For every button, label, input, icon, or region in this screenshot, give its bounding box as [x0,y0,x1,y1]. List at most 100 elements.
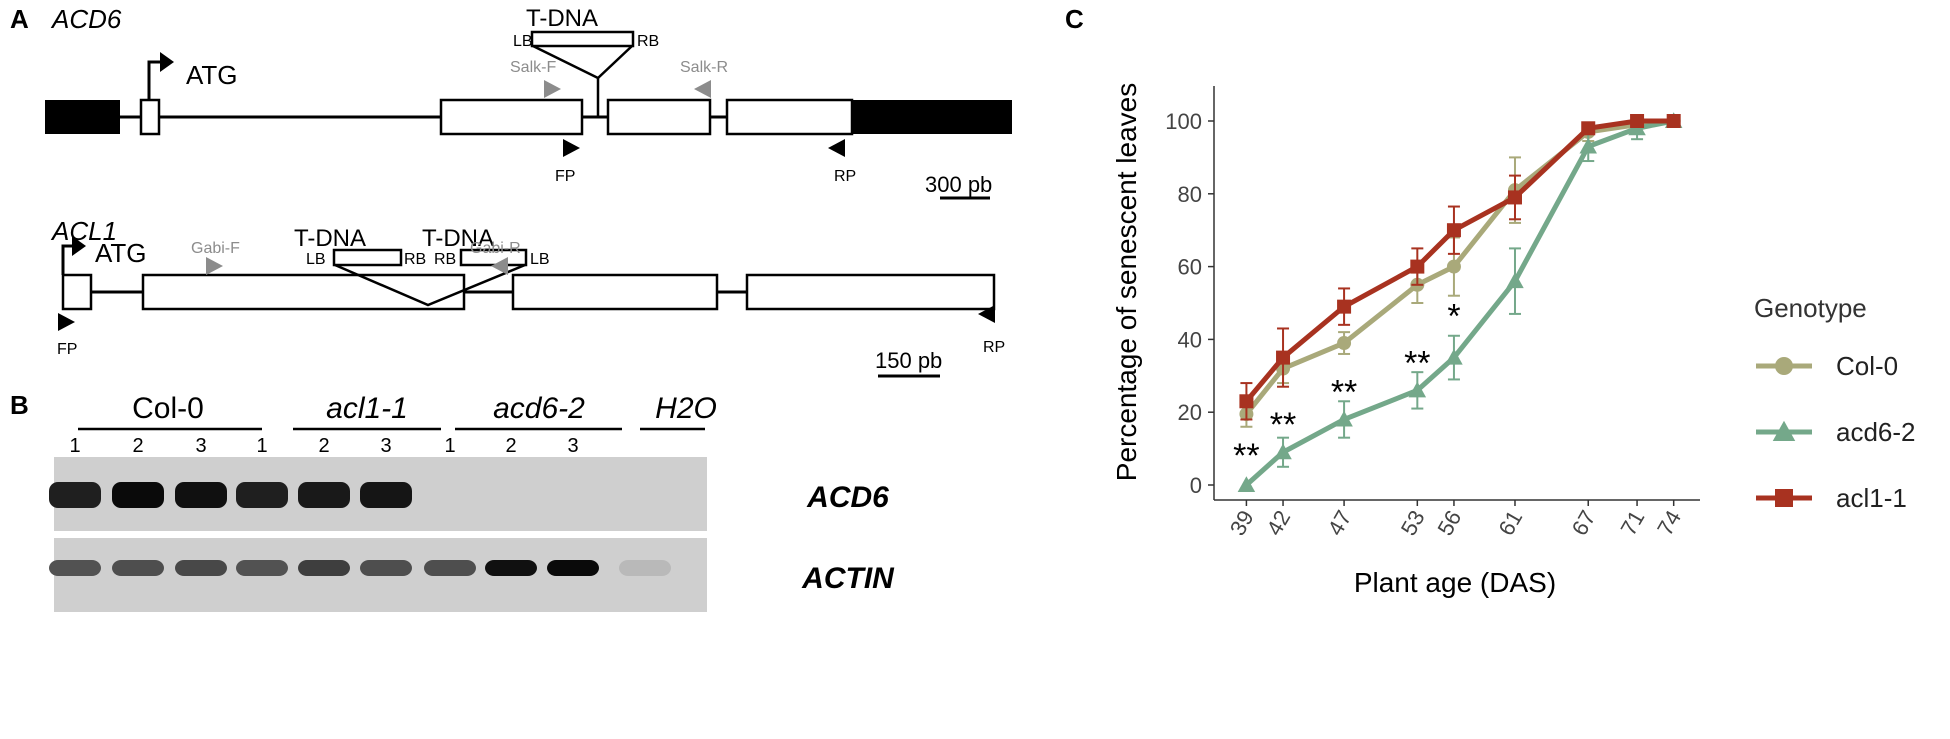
acd6-utr-5 [45,100,120,134]
acd6-gene-name: ACD6 [50,4,122,34]
acl1-tdna-triangle [334,263,526,307]
panel-b-label: B [10,390,29,420]
legend-label: Col-0 [1836,351,1898,381]
gel-label-actin: ACTIN [801,562,895,595]
gel-group-col0: Col-0 [132,392,204,425]
data-point [1507,190,1522,205]
gel-band-actin [547,560,599,576]
gel-band-acd6 [49,482,101,508]
legend-title: Genotype [1754,293,1867,323]
data-point [1337,299,1352,314]
gel-lane-number: 1 [256,435,267,457]
x-tick-label: 39 [1225,506,1259,540]
gel-group-h2o: H2O [655,392,717,425]
acd6-tdna-box [530,30,635,48]
gel-lane-number: 1 [444,435,455,457]
acl1-fp-arrow [58,313,75,331]
acl1-exon-1 [61,273,93,311]
data-point [1446,223,1461,238]
acd6-atg-label: ATG [186,60,238,90]
gel-band-actin [112,560,164,576]
data-point [1445,348,1463,365]
legend-marker [1772,420,1796,441]
acl1-gabi-r-arrow [491,257,508,275]
data-point [1237,476,1256,492]
gel-group-labels: Col-0 acl1-1 acd6-2 H2O [78,392,717,431]
significance-marker: ** [1331,373,1357,411]
acd6-exon-4 [725,98,854,136]
acd6-exon-2 [439,98,584,136]
significance-marker: ** [1270,406,1296,444]
data-point [1506,272,1524,289]
x-tick-label: 71 [1616,506,1650,540]
chart-y-axis-label: Percentage of senescent leaves [1111,83,1142,481]
significance-marker: * [1447,298,1460,336]
acl1-gene-model: ACL1 ATG T-DNA T-DNA LB RB RB LB Gabi-F … [50,216,1005,378]
y-tick-label: 40 [1178,327,1202,352]
gel-group-acl1-1: acl1-1 [326,392,408,425]
acl1-tdna-rb1: RB [404,251,426,268]
gel-band-actin [360,560,412,576]
x-tick-label: 61 [1493,506,1527,540]
acl1-atg-label: ATG [95,238,147,268]
gel-lane-number: 2 [318,435,329,457]
gel-lane-number: 3 [195,435,206,457]
legend-label: acd6-2 [1836,417,1916,447]
series-acl1-1 [1239,114,1681,421]
acd6-tdna-rb: RB [637,33,659,50]
x-tick-label: 47 [1323,506,1357,540]
acl1-exon-2 [141,273,466,311]
legend-marker [1775,489,1793,507]
gel-group-acd6-2: acd6-2 [493,392,585,425]
gel-lane-number: 1 [69,435,80,457]
x-tick-label: 53 [1396,506,1430,540]
data-point [1446,259,1461,274]
y-tick-label: 100 [1165,109,1202,134]
acd6-salk-r-arrow [694,80,711,98]
data-point [1239,394,1254,409]
acl1-rp-label: RP [983,339,1005,356]
acd6-atg-arrow [147,60,160,100]
gel-band-acd6 [112,482,164,508]
acl1-gene-name: ACL1 [50,216,117,246]
data-point [1276,350,1291,365]
significance-marker: ** [1233,437,1259,475]
acl1-gabi-f-label: Gabi-F [191,240,240,257]
data-point [1410,259,1425,274]
gel-band-actin [175,560,227,576]
data-point [1337,336,1352,351]
acd6-exon-1 [139,98,161,136]
panel-c-label: C [1065,4,1084,34]
significance-annotations: ********* [1233,298,1460,475]
data-point [1335,410,1353,427]
acl1-gabi-r-label: Gabi-R [470,240,521,257]
acd6-tdna-label: T-DNA [526,5,598,32]
acl1-scale-label: 150 pb [875,348,942,373]
acd6-gene-model: ACD6 ATG T-DNA LB RB Salk-F Salk-R FP RP… [45,4,1012,200]
data-point [1274,443,1292,460]
chart-x-axis-label: Plant age (DAS) [1354,567,1556,598]
acl1-tdna-lb1: LB [306,251,326,268]
acd6-salk-r-label: Salk-R [680,59,728,76]
y-tick-label: 20 [1178,400,1202,425]
chart-legend: Genotype Col-0 acd6-2 acl1-1 [1754,293,1916,513]
acl1-atg-arrowhead [72,236,86,256]
x-tick-label: 56 [1432,506,1466,540]
data-point [1408,381,1427,398]
x-axis-ticks: 39 42 47 53 56 61 67 71 74 [1225,500,1686,540]
data-point [1630,114,1645,128]
gel-bands [49,482,671,576]
acd6-scale-label: 300 pb [925,172,992,197]
acd6-rp-label: RP [834,168,856,185]
legend-label: acl1-1 [1836,483,1907,513]
legend-marker [1775,357,1793,375]
acl1-tdna-lb2: LB [530,251,550,268]
gel-band-actin [619,560,671,576]
y-tick-label: 60 [1178,255,1202,280]
acl1-tdna1-label: T-DNA [294,225,366,252]
gel-band-acd6 [236,482,288,508]
acd6-utr-3 [852,100,1012,134]
gel-band-acd6 [360,482,412,508]
gel-band-actin [236,560,288,576]
